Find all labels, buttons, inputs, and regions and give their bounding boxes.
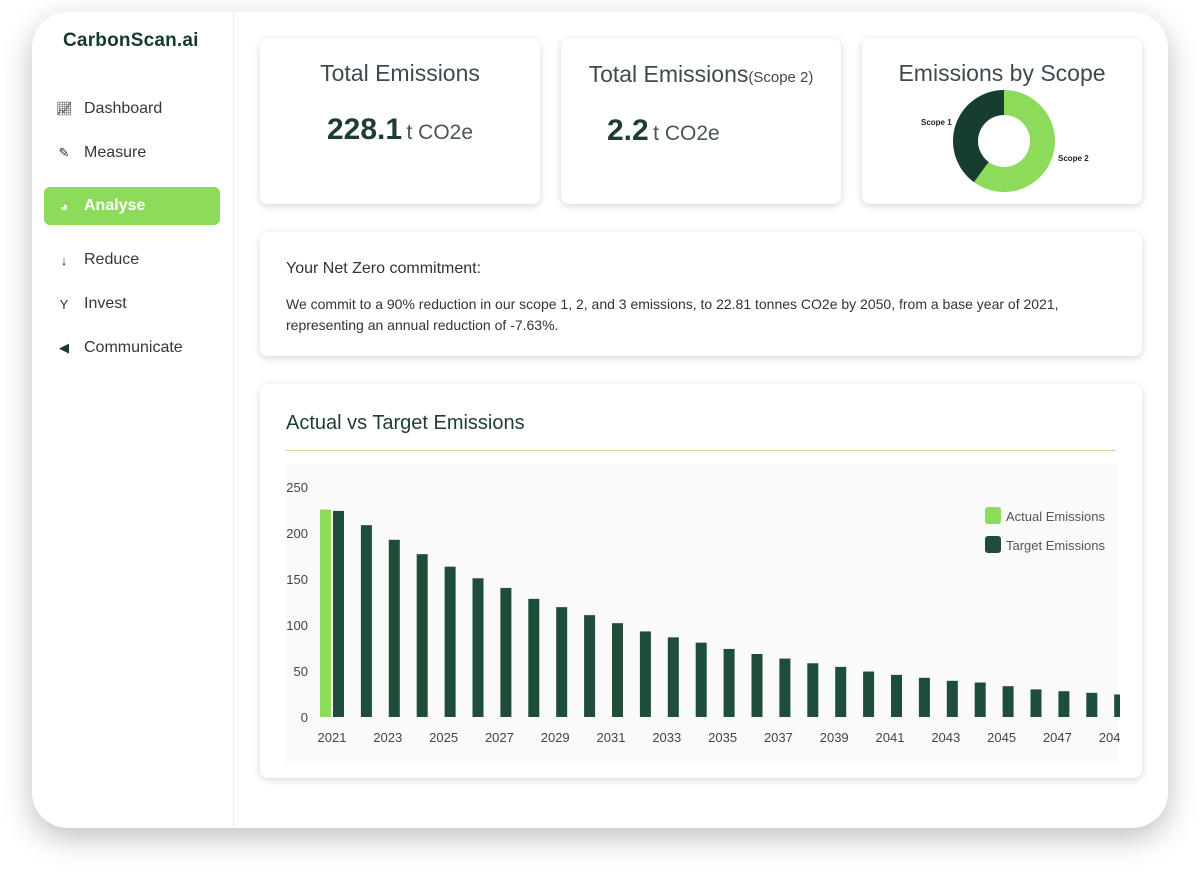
actual-vs-target-card: Actual vs Target Emissions 0 50 100 150 200 2… <box>260 384 1142 778</box>
arrow-down-icon: ↓ <box>60 252 68 268</box>
chart-title: Actual vs Target Emissions <box>286 412 525 434</box>
bar-target-2047 <box>1058 691 1070 717</box>
legend-label: Actual Emissions <box>1006 509 1105 524</box>
sidebar-item-label: Communicate <box>84 339 183 356</box>
line-chart-icon: 📈︎ <box>56 101 73 116</box>
y-tick-label: 50 <box>294 664 308 679</box>
x-tick-label: 2031 <box>597 730 626 745</box>
scope2-emissions-card: Total Emissions(Scope 2) 2.2 t CO2e <box>561 38 841 204</box>
x-tick-label: 2045 <box>987 730 1016 745</box>
bar-target-2030 <box>584 615 596 717</box>
bar-target-2038 <box>807 663 819 717</box>
x-tick-label: 2037 <box>764 730 793 745</box>
x-tick-label: 2043 <box>931 730 960 745</box>
x-tick-label: 2029 <box>541 730 570 745</box>
card-title: Total Emissions <box>588 61 749 87</box>
y-tick-label: 250 <box>286 480 308 495</box>
bar-target-2035 <box>723 648 735 717</box>
sidebar-item-measure[interactable]: ✎ Measure <box>44 134 220 172</box>
bar-target-2031 <box>612 623 623 717</box>
legend-swatch <box>985 507 1001 524</box>
commitment-heading: Your Net Zero commitment: <box>286 260 482 277</box>
bar-target-2024 <box>416 554 428 717</box>
app-window: CarbonScan.ai 📈︎ Dashboard ✎ Measure ◕ Anal… <box>32 12 1168 828</box>
emissions-by-scope-card: Emissions by Scope Scope 1 Scope 2 <box>862 38 1142 204</box>
megaphone-icon: ◀ <box>59 340 69 355</box>
x-tick-label: 2041 <box>876 730 905 745</box>
logo[interactable]: CarbonScan.ai <box>63 30 199 51</box>
unit: t CO2e <box>406 121 474 144</box>
total-emissions-value: 228.1 <box>326 113 403 146</box>
x-tick-label: 2027 <box>485 730 514 745</box>
x-tick-label: 2035 <box>708 730 737 745</box>
legend-swatch <box>985 536 1001 553</box>
bar-target-2022 <box>360 525 372 717</box>
x-tick-label: 2023 <box>373 730 402 745</box>
bar-target-2023 <box>388 539 400 717</box>
sidebar-item-dashboard[interactable]: 📈︎ Dashboard <box>44 90 220 128</box>
donut-slice-1 <box>953 90 1004 183</box>
y-tick-label: 150 <box>286 572 308 587</box>
legend-label: Target Emissions <box>1006 538 1105 553</box>
bar-target-2026 <box>472 578 484 717</box>
bar-target-2034 <box>695 642 707 717</box>
scope2-emissions-value: 2.2 <box>607 114 649 147</box>
sidebar: CarbonScan.ai 📈︎ Dashboard ✎ Measure ◕ Anal… <box>32 12 234 828</box>
donut-slice-2 <box>974 90 1055 192</box>
sidebar-item-label: Measure <box>84 144 147 161</box>
bar-target-2037 <box>779 658 791 717</box>
y-tick-label: 100 <box>286 618 308 633</box>
sidebar-item-analyse[interactable]: ◕ Analyse <box>44 187 220 225</box>
bar-target-2041 <box>891 674 902 717</box>
bar-target-2025 <box>444 566 456 717</box>
bar-target-2032 <box>639 631 651 717</box>
sidebar-item-label: Dashboard <box>84 100 163 117</box>
bar-target-2045 <box>1002 686 1014 717</box>
bar-target-2036 <box>751 653 763 717</box>
net-zero-commitment-card: Your Net Zero commitment: We commit to a… <box>260 232 1142 356</box>
donut-label: Scope 2 <box>1058 154 1089 163</box>
bar-target-2049 <box>1114 694 1120 717</box>
card-title: Emissions by Scope <box>898 60 1106 86</box>
x-tick-label: 2047 <box>1043 730 1072 745</box>
bar-target-2033 <box>667 637 679 717</box>
bar-target-2027 <box>500 587 512 717</box>
sidebar-item-invest[interactable]: Y Invest <box>44 285 220 323</box>
sidebar-item-communicate[interactable]: ◀ Communicate <box>44 329 220 367</box>
sidebar-item-reduce[interactable]: ↓ Reduce <box>44 241 220 279</box>
x-tick-label: 2049 <box>1099 730 1120 745</box>
x-tick-label: 2025 <box>429 730 458 745</box>
bar-target-2048 <box>1086 692 1098 717</box>
divider <box>286 450 1116 451</box>
donut-label: Scope 1 <box>921 118 952 127</box>
bar-actual-2021 <box>320 509 331 717</box>
sprout-icon: Y <box>59 296 69 312</box>
bar-target-2028 <box>528 598 540 717</box>
x-tick-label: 2033 <box>652 730 681 745</box>
card-title: Total Emissions <box>320 60 480 86</box>
sidebar-item-label: Reduce <box>84 251 140 268</box>
commitment-text: We commit to a 90% reduction in our scop… <box>286 296 1059 333</box>
pie-chart-icon: ◕ <box>60 198 68 214</box>
unit: t CO2e <box>653 122 720 145</box>
x-tick-label: 2039 <box>820 730 849 745</box>
card-subtitle: (Scope 2) <box>748 69 814 86</box>
bar-target-2042 <box>918 677 930 717</box>
bar-target-2021 <box>333 510 344 717</box>
donut-chart: Scope 1 Scope 2 <box>921 90 1089 192</box>
sidebar-item-label: Invest <box>84 295 127 312</box>
y-tick-label: 200 <box>286 526 308 541</box>
bar-target-2039 <box>835 666 847 717</box>
bar-target-2044 <box>974 682 986 717</box>
bar-chart: 0 50 100 150 200 250 2021 2023 2025 2027 2029 2031 2… <box>286 464 1120 764</box>
bar-target-2029 <box>556 607 568 717</box>
sidebar-item-label: Analyse <box>84 197 146 214</box>
total-emissions-card: Total Emissions 228.1 t CO2e <box>260 38 540 204</box>
y-tick-label: 0 <box>301 710 308 725</box>
bar-target-2046 <box>1030 689 1042 717</box>
ruler-icon: ✎ <box>58 145 70 160</box>
bar-target-2043 <box>946 680 958 717</box>
bar-target-2040 <box>863 671 875 717</box>
x-tick-label: 2021 <box>318 730 347 745</box>
